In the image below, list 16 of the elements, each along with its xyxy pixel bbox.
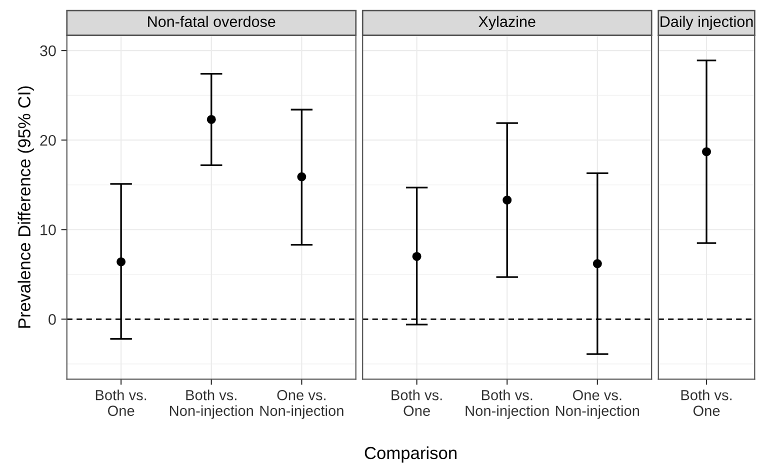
x-tick-label: One vs. Non-injection [556,390,640,419]
y-tick-label: 30 [40,45,56,56]
y-tick-label: 20 [40,134,56,146]
chart-title: Xylazine [478,16,536,30]
x-tick-label: One vs. Non-injection [260,390,344,419]
x-axis-title: Comparison [364,446,456,463]
x-tick-label: Both vs. One [392,390,442,416]
x-tick-label: Both vs. One [681,390,732,416]
y-tick-label: 0 [48,314,56,325]
chart-title: Daily injection [660,16,753,30]
y-tick-label: 10 [40,224,56,236]
x-tick-label: Both vs. Non-injection [170,390,253,419]
x-tick-label: Both vs. Non-injection [466,390,549,419]
x-tick-label: Both vs. One [96,390,146,416]
y-axis-title: Prevalence Difference (95% CI) [18,86,34,328]
chart-title: Non-fatal overdose [148,16,276,28]
